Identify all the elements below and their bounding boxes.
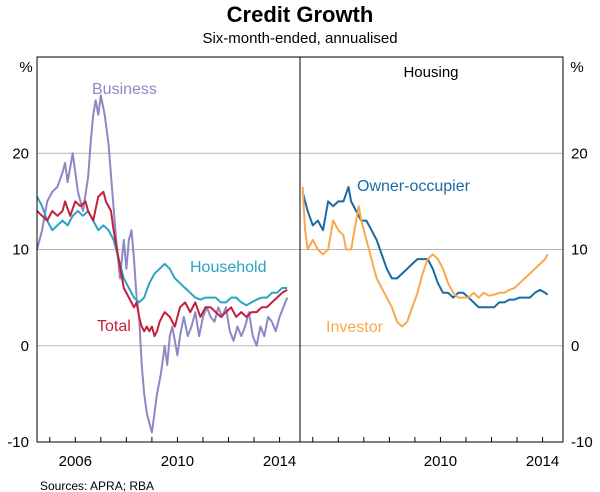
label-household: Household <box>190 259 267 276</box>
chart-title: Credit Growth <box>227 2 374 27</box>
x-tick-left-2014: 2014 <box>263 453 296 470</box>
series-line-household <box>36 196 288 307</box>
x-tick-labels: 2006 2010 2014 2010 2014 <box>49 437 559 470</box>
right-axis-unit: % <box>570 59 583 76</box>
chart-subtitle: Six-month-ended, annualised <box>202 30 397 47</box>
x-tick-left-2010: 2010 <box>161 453 194 470</box>
label-owner-occupier: Owner-occupier <box>357 178 471 195</box>
label-total: Total <box>97 318 131 335</box>
y-tick-right-10: 10 <box>571 242 588 259</box>
series-line-investor <box>301 186 549 328</box>
left-panel-series <box>36 94 289 434</box>
panel-title-housing: Housing <box>403 64 458 81</box>
y-tick-left-0: 0 <box>21 338 29 355</box>
y-tick-left-10: 10 <box>12 242 29 259</box>
y-tick-left-20: 20 <box>12 145 29 162</box>
series-line-business <box>36 94 289 434</box>
series-line-owner-occupier <box>301 185 549 309</box>
x-tick-left-2006: 2006 <box>59 453 92 470</box>
y-tick-right-20: 20 <box>571 145 588 162</box>
source-note: Sources: APRA; RBA <box>40 479 154 492</box>
label-investor: Investor <box>326 319 384 336</box>
y-tick-right-0: 0 <box>571 338 579 355</box>
right-panel-series <box>301 185 549 328</box>
label-business: Business <box>92 81 157 98</box>
x-tick-right-2014: 2014 <box>526 453 559 470</box>
y-tick-right--10: -10 <box>571 434 593 451</box>
left-axis-unit: % <box>19 59 32 76</box>
x-tick-right-2010: 2010 <box>424 453 457 470</box>
y-tick-labels: -10 -10 0 0 10 10 20 20 <box>7 145 592 451</box>
y-tick-left--10: -10 <box>7 434 29 451</box>
series-line-total <box>36 190 288 338</box>
